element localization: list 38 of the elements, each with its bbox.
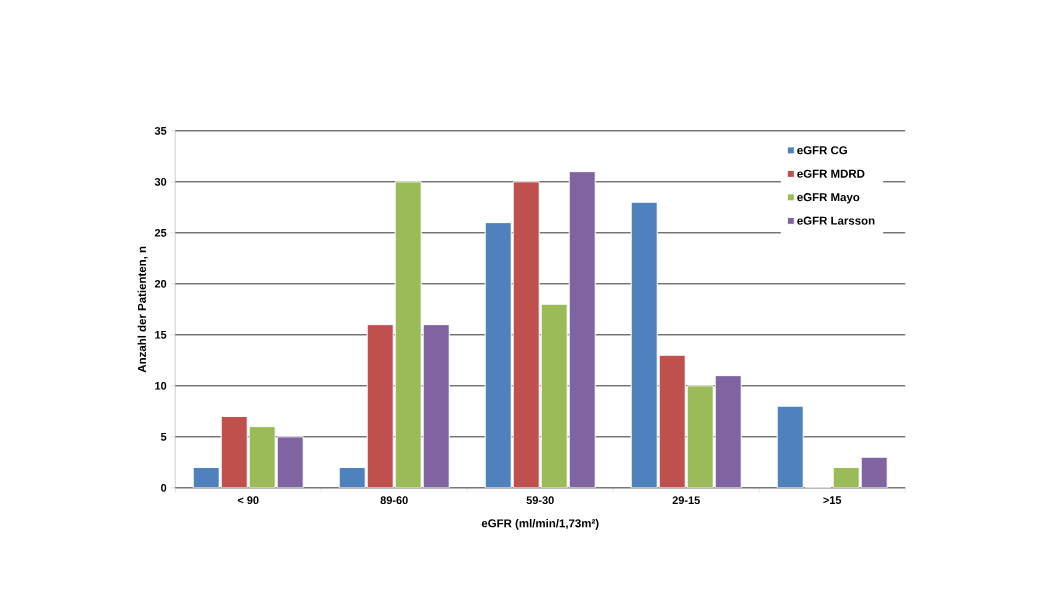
y-tick-label: 35	[154, 126, 167, 135]
y-tick-label: 10	[155, 381, 167, 390]
bar	[512, 181, 540, 488]
bar	[630, 201, 658, 488]
x-tick-label: 89-60	[380, 496, 408, 505]
x-tick-label: < 90	[237, 496, 259, 505]
bar	[192, 466, 220, 488]
legend-label: eGFR Mayo	[797, 193, 860, 204]
bar	[658, 354, 686, 488]
bar	[776, 405, 804, 488]
bar	[394, 181, 422, 488]
y-tick-label: 0	[161, 483, 167, 492]
bar	[714, 375, 742, 488]
legend-label: eGFR MDRD	[797, 169, 865, 178]
legend-label: eGFR Larsson	[797, 216, 875, 225]
y-tick-label: 30	[154, 177, 167, 186]
bar	[686, 385, 714, 488]
y-tick-label: 25	[154, 228, 167, 237]
y-tick-label: 15	[155, 331, 167, 339]
y-axis-title: Anzahl der Patienten, n	[137, 246, 148, 373]
y-tick-label: 5	[160, 433, 167, 441]
bar	[860, 456, 888, 488]
bar	[366, 324, 394, 488]
bar	[540, 303, 568, 488]
bar	[338, 466, 366, 488]
bar	[484, 222, 512, 488]
y-tick-label: 20	[154, 279, 167, 288]
legend-label: eGFR CG	[797, 146, 848, 155]
x-tick-label: >15	[823, 496, 842, 504]
bar	[568, 171, 596, 488]
bar	[832, 466, 860, 488]
bar	[220, 415, 248, 488]
x-tick-label: 29-15	[672, 496, 700, 505]
bar	[276, 436, 304, 488]
bar	[248, 426, 276, 488]
x-axis-title: eGFR (ml/min/1,73m²)	[481, 518, 599, 530]
x-tick-label: 59-30	[526, 496, 554, 505]
bar	[422, 324, 450, 488]
